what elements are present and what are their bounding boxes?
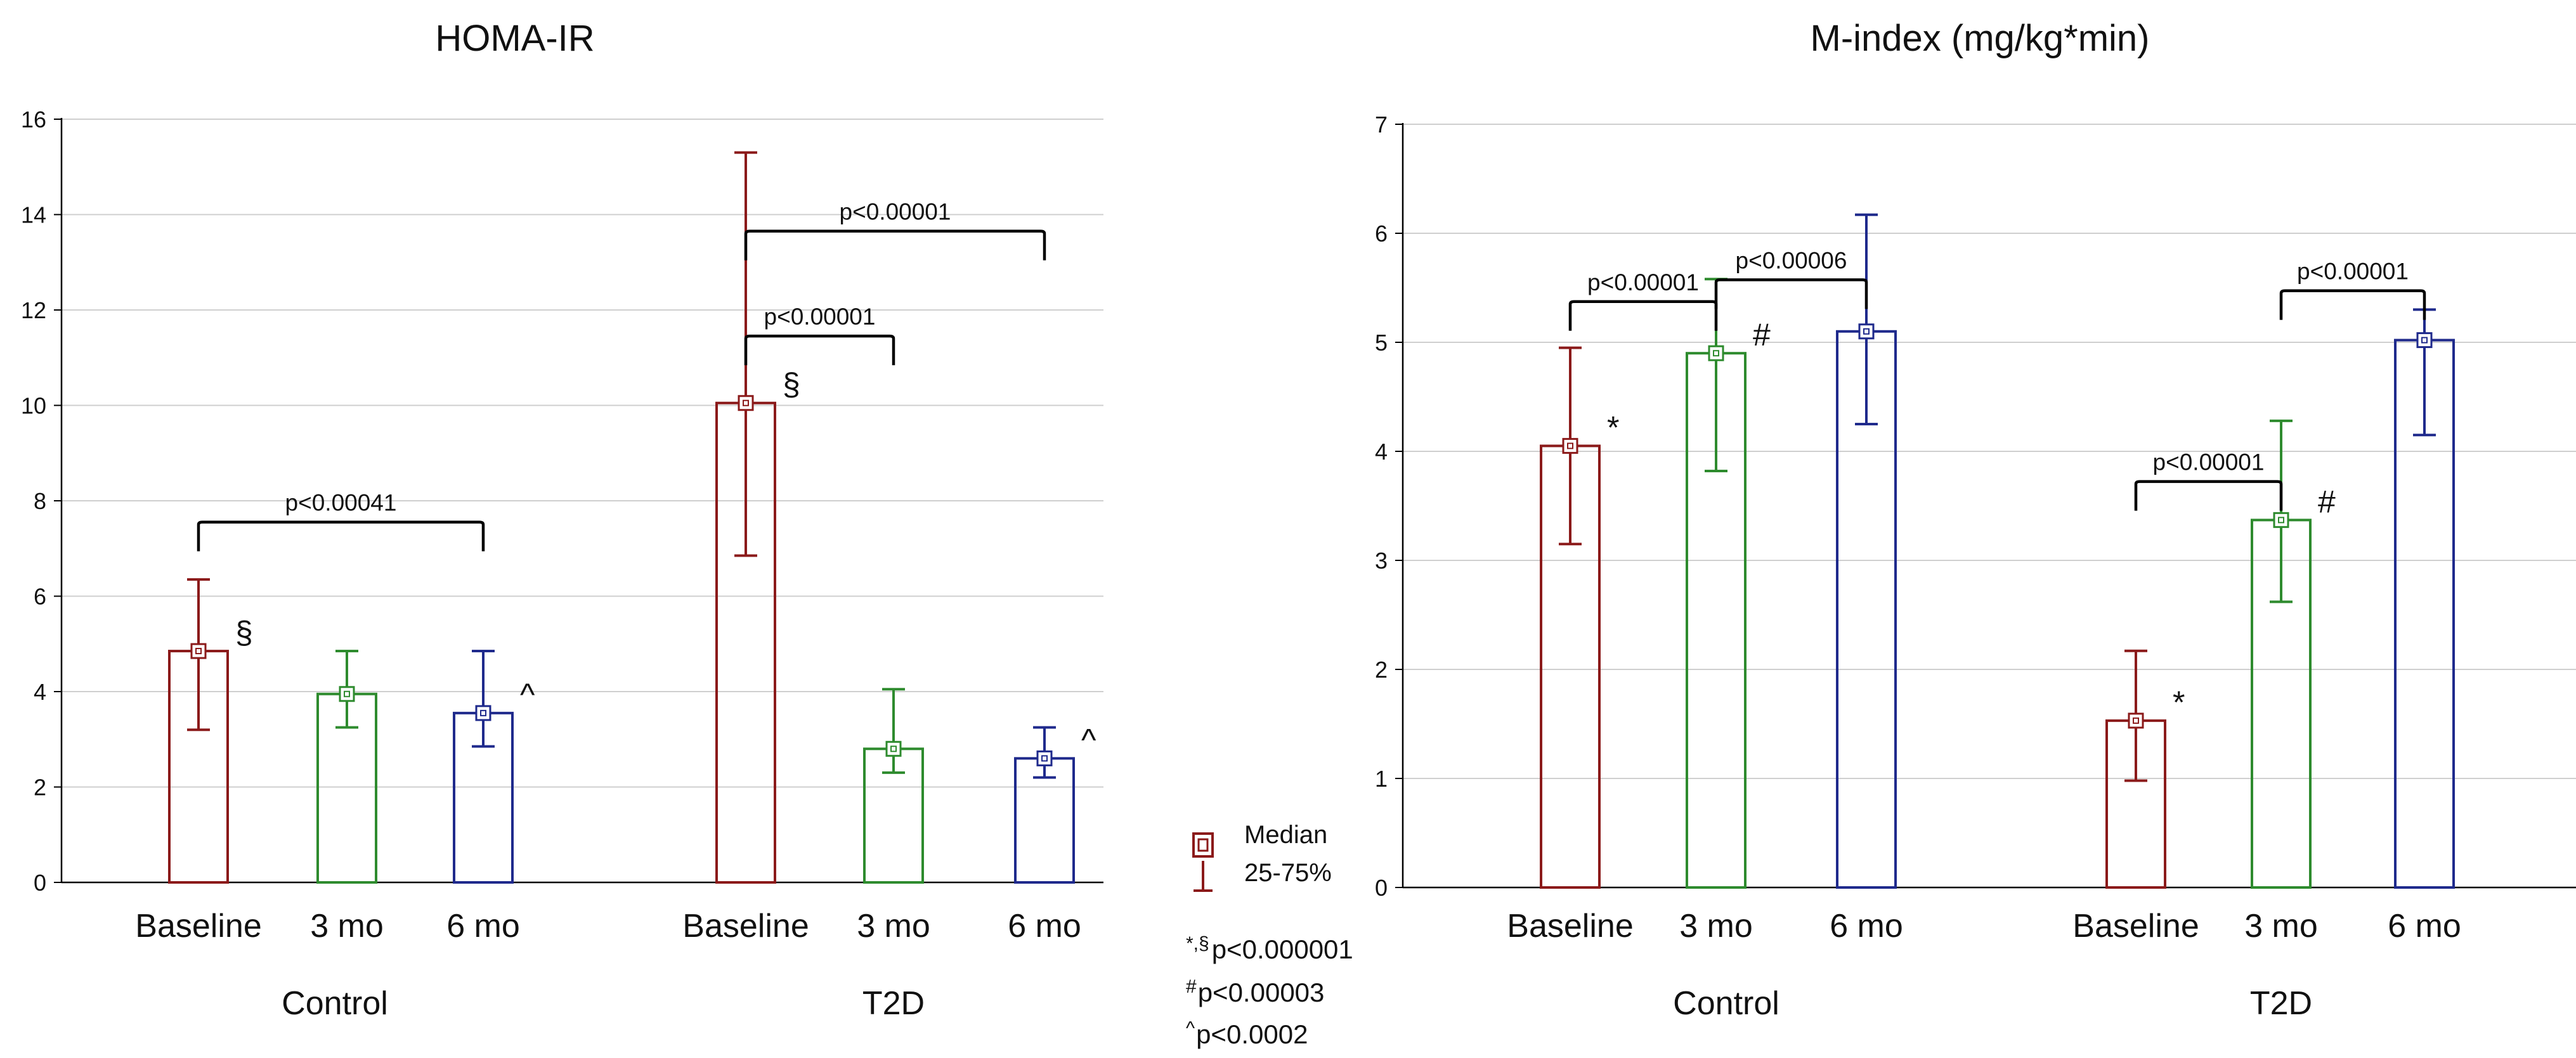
y-tick-label: 14 <box>21 202 46 228</box>
significance-marker: # <box>2318 484 2336 519</box>
median-marker-inner <box>195 648 202 655</box>
group-label: Control <box>1673 985 1779 1022</box>
median-marker <box>738 395 754 411</box>
significance-marker: # <box>1753 317 1771 352</box>
p-value-label: p<0.00001 <box>1587 269 1699 295</box>
x-tick-label: Baseline <box>682 908 809 945</box>
significance-marker: ^ <box>520 677 535 713</box>
significance-bracket <box>744 229 1046 261</box>
median-marker-inner <box>344 690 350 697</box>
significance-bracket <box>1714 278 1868 309</box>
median-marker <box>190 643 207 659</box>
chart-title: HOMA-IR <box>435 18 594 59</box>
chart-title: M-index (mg/kg*min) <box>1811 18 2150 59</box>
median-marker-inner <box>1567 442 1573 449</box>
x-tick-label: 6 mo <box>446 908 520 945</box>
legend: Median 25-75% *,§p<0.000001 #p<0.00003 ^… <box>1186 821 1353 1049</box>
y-tick-label: 2 <box>34 775 46 801</box>
median-marker <box>2273 512 2289 528</box>
median-marker <box>885 740 902 757</box>
significance-marker: § <box>783 367 800 403</box>
y-tick-label: 3 <box>1375 548 1388 574</box>
y-tick-label: 0 <box>1375 875 1388 901</box>
median-marker-inner <box>1713 350 1719 357</box>
median-marker <box>1036 750 1053 766</box>
note-3-text: p<0.0002 <box>1196 1019 1308 1049</box>
note-2-text: p<0.00003 <box>1198 977 1325 1007</box>
significance-bracket <box>744 334 895 366</box>
group-label: T2D <box>2250 985 2312 1022</box>
significance-bracket <box>2279 289 2426 320</box>
y-tick-label: 12 <box>21 297 46 323</box>
y-tick-label: 6 <box>34 584 46 610</box>
median-marker <box>339 686 355 702</box>
median-marker <box>1562 437 1578 454</box>
median-marker-inner <box>1041 755 1048 762</box>
p-value-label: p<0.00041 <box>285 490 397 516</box>
significance-marker: ^ <box>1081 722 1096 758</box>
p-value-label: p<0.00001 <box>764 304 876 330</box>
y-tick-label: 4 <box>1375 439 1388 465</box>
legend-range-label: 25-75% <box>1244 859 1332 887</box>
median-marker <box>1858 323 1875 340</box>
median-marker-inner <box>2278 517 2284 524</box>
x-tick-label: 6 mo <box>2388 908 2461 945</box>
m-index-chart: M-index (mg/kg*min) 0 1 2 3 4 5 6 7 * Baseline #3 m… <box>1375 18 2576 1022</box>
x-tick-label: 3 mo <box>1679 908 1753 945</box>
note-2-sup: # <box>1186 976 1197 997</box>
y-tick-label: 5 <box>1375 330 1388 356</box>
x-tick-label: 3 mo <box>310 908 384 945</box>
p-value-label: p<0.00001 <box>840 199 951 225</box>
median-marker-inner <box>1863 328 1870 335</box>
median-marker <box>2128 713 2144 729</box>
median-marker-inner <box>890 745 897 752</box>
note-1-text: p<0.000001 <box>1212 934 1353 964</box>
median-marker-inner <box>2421 337 2428 344</box>
y-tick-label: 7 <box>1375 112 1388 138</box>
median-marker <box>475 705 491 721</box>
note-1-sup: *,§ <box>1186 933 1209 954</box>
note-1: *,§p<0.000001 <box>1186 933 1353 964</box>
y-tick-label: 2 <box>1375 657 1388 683</box>
x-tick-label: Baseline <box>2072 908 2199 945</box>
note-3: ^p<0.0002 <box>1186 1018 1308 1049</box>
y-tick-label: 1 <box>1375 766 1388 792</box>
significance-bracket <box>197 520 485 552</box>
p-value-label: p<0.00001 <box>2153 449 2265 475</box>
median-marker-inner <box>2133 717 2139 724</box>
legend-median-symbol <box>1192 832 1214 858</box>
median-marker <box>1708 345 1724 361</box>
median-marker-inner <box>743 399 749 406</box>
y-tick-label: 4 <box>34 679 46 705</box>
note-2: #p<0.00003 <box>1186 976 1324 1007</box>
y-tick-label: 8 <box>34 488 46 514</box>
group-label: T2D <box>862 985 925 1022</box>
x-tick-label: Baseline <box>1507 908 1633 945</box>
note-3-sup: ^ <box>1186 1018 1195 1039</box>
significance-marker: * <box>2173 685 2185 720</box>
y-tick-label: 0 <box>34 870 46 896</box>
legend-median-label: Median <box>1244 821 1327 849</box>
x-tick-label: 6 mo <box>1830 908 1903 945</box>
group-label: Control <box>282 985 388 1022</box>
x-tick-label: 6 mo <box>1008 908 1081 945</box>
significance-marker: § <box>235 615 253 650</box>
y-tick-label: 10 <box>21 393 46 419</box>
y-tick-label: 6 <box>1375 221 1388 247</box>
median-marker-inner <box>480 709 486 716</box>
y-tick-label: 16 <box>21 106 46 132</box>
x-tick-label: 3 mo <box>857 908 930 945</box>
legend-median-symbol-inner <box>1197 838 1209 852</box>
significance-bracket <box>2134 480 2283 511</box>
homa-ir-chart: HOMA-IR 0 2 4 6 8 10 12 14 16 § Baseline 3 mo ^ 6 mo Co… <box>21 18 1103 1022</box>
significance-marker: * <box>1607 410 1619 445</box>
median-marker <box>2416 332 2433 349</box>
p-value-label: p<0.00001 <box>2297 259 2409 285</box>
x-tick-label: 3 mo <box>2244 908 2318 945</box>
significance-bracket <box>1568 300 1718 331</box>
p-value-label: p<0.00006 <box>1736 247 1847 273</box>
x-tick-label: Baseline <box>135 908 261 945</box>
